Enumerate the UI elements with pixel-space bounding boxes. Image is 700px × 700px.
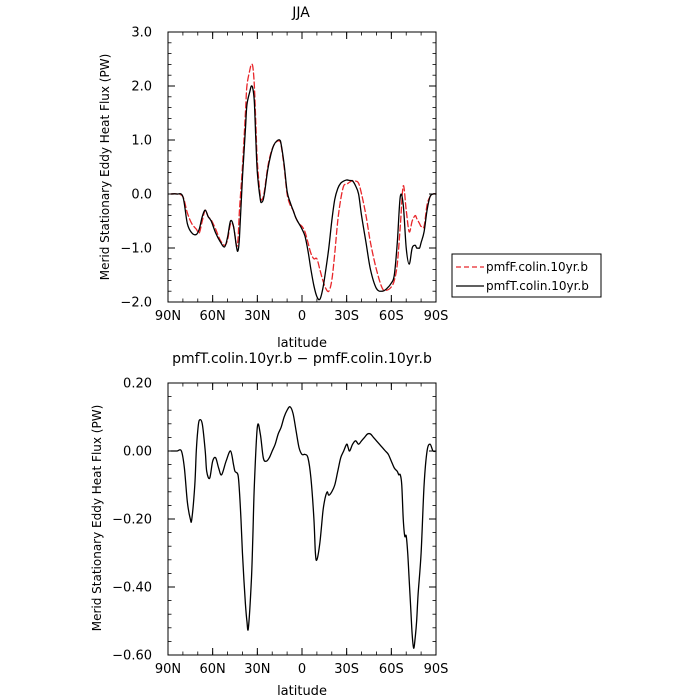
bottom-x-axis-label: latitude (277, 684, 327, 699)
top-y-tick-labels: −2.0 −1.0 0.0 1.0 2.0 3.0 (120, 26, 152, 311)
bottom-y-tick-label: 0.20 (123, 377, 152, 392)
bottom-x-tick-label: 30S (334, 662, 359, 677)
top-y-tick-label: −2.0 (120, 296, 152, 311)
top-series-line-pmfT-colin-10yr-b (170, 85, 437, 301)
top-y-tick-label: 0.0 (131, 188, 152, 203)
bottom-x-tick-label: 60N (200, 662, 226, 677)
bottom-y-tick-labels: −0.60 −0.40 −0.20 0.00 0.20 (112, 377, 152, 664)
bottom-y-tick-label: −0.60 (112, 649, 152, 664)
top-x-axis-label: latitude (277, 336, 327, 351)
bottom-y-tick-label: −0.20 (112, 513, 152, 528)
top-chart-title: JJA (291, 5, 310, 21)
top-y-axis-label: Merid Stationary Eddy Heat Flux (PW) (98, 54, 112, 281)
bottom-series-lines (170, 406, 437, 649)
bottom-chart-panel: pmfT.colin.10yr.b − pmfF.colin.10yr.b −0… (90, 351, 448, 699)
top-y-tick-label: −1.0 (120, 242, 152, 257)
top-x-tick-label: 60N (200, 309, 226, 324)
top-y-tick-label: 3.0 (131, 26, 152, 41)
legend-label-pmfF: pmfF.colin.10yr.b (486, 260, 588, 274)
top-y-tick-label: 1.0 (131, 134, 152, 149)
bottom-chart-title: pmfT.colin.10yr.b − pmfF.colin.10yr.b (172, 351, 432, 367)
bottom-x-tick-label: 90N (155, 662, 181, 677)
top-x-tick-label: 90S (424, 309, 449, 324)
bottom-axis-ticks (167, 382, 437, 656)
bottom-x-tick-label: 90S (424, 662, 449, 677)
top-x-tick-labels: 90N 60N 30N 0 30S 60S 90S (155, 309, 449, 324)
top-y-tick-label: 2.0 (131, 80, 152, 95)
top-series-lines (170, 63, 437, 301)
top-x-tick-label: 30N (244, 309, 270, 324)
top-x-tick-label: 90N (155, 309, 181, 324)
top-x-tick-label: 60S (379, 309, 404, 324)
bottom-x-tick-label: 30N (244, 662, 270, 677)
top-x-tick-label: 0 (298, 309, 306, 324)
bottom-plot-frame (167, 382, 437, 656)
top-legend: pmfF.colin.10yr.b pmfT.colin.10yr.b (451, 253, 602, 298)
bottom-x-tick-label: 60S (379, 662, 404, 677)
top-chart-panel: JJA −2.0 −1.0 0.0 1.0 2.0 3.0 90N 60N 30N 0 30S 60… (98, 5, 602, 351)
bottom-x-tick-label: 0 (298, 662, 306, 677)
legend-label-pmfT: pmfT.colin.10yr.b (486, 279, 589, 293)
top-plot-frame (167, 31, 437, 303)
bottom-series-line-0 (170, 406, 437, 649)
legend-box (451, 253, 602, 298)
bottom-y-axis-label: Merid Stationary Eddy Heat Flux (PW) (90, 405, 104, 632)
top-x-tick-label: 30S (334, 309, 359, 324)
bottom-y-tick-label: 0.00 (123, 445, 152, 460)
bottom-x-tick-labels: 90N 60N 30N 0 30S 60S 90S (155, 662, 449, 677)
bottom-y-tick-label: −0.40 (112, 581, 152, 596)
